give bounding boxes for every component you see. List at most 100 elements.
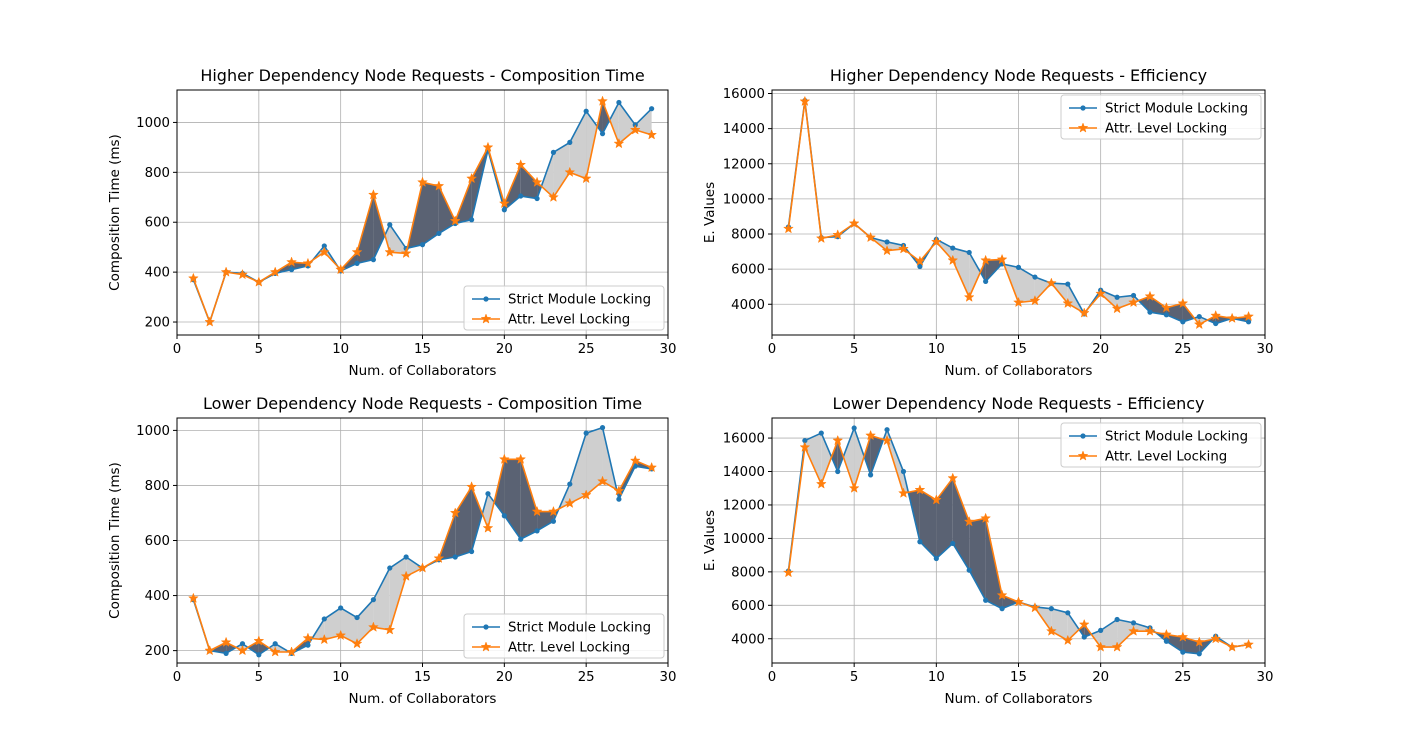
fill-region-strict-higher (406, 557, 423, 577)
data-point-star (996, 253, 1008, 265)
data-point-star (531, 176, 543, 187)
data-point (835, 468, 841, 475)
legend-marker-star (1077, 450, 1089, 461)
data-point (452, 554, 458, 560)
data-point-star (580, 172, 592, 184)
data-point (419, 242, 426, 248)
x-tick-label: 20 (1092, 670, 1109, 685)
data-point (256, 652, 262, 658)
fill-region-strict-higher (1133, 622, 1150, 632)
data-point (900, 468, 907, 475)
data-point-star (629, 454, 641, 466)
data-point-star (400, 570, 412, 581)
data-point (370, 257, 376, 263)
data-point (933, 555, 939, 562)
data-point (223, 650, 229, 656)
data-point-star (237, 644, 248, 656)
data-point-star (898, 487, 909, 498)
x-tick-label: 15 (1010, 670, 1027, 685)
data-point (354, 614, 360, 621)
data-point-star (914, 255, 926, 266)
data-point (288, 267, 295, 273)
data-point (501, 513, 507, 519)
x-tick-label: 10 (332, 342, 349, 357)
data-point (534, 195, 540, 202)
data-point-star (400, 247, 412, 259)
data-point (802, 437, 808, 444)
y-tick-label: 800 (145, 479, 170, 494)
x-axis-label: Num. of Collaborators (349, 691, 497, 707)
legend-label: Attr. Level Locking (1105, 450, 1227, 465)
data-point-star (548, 191, 559, 202)
data-point-star (384, 624, 396, 635)
x-tick-label: 5 (255, 342, 263, 357)
x-tick-label: 15 (414, 342, 431, 357)
data-point (469, 217, 475, 223)
y-tick-label: 200 (145, 316, 170, 331)
data-point-star (930, 236, 942, 247)
data-point-star (253, 276, 265, 287)
y-axis-label: Composition Time (ms) (107, 134, 123, 291)
data-point-star (782, 223, 794, 234)
data-point-star (980, 512, 992, 523)
data-point-star (1226, 312, 1238, 323)
data-point (1163, 638, 1169, 644)
data-point-star (848, 482, 860, 493)
data-point-star (564, 497, 576, 508)
data-point (1180, 649, 1186, 655)
fill-region-attr-higher (438, 186, 456, 234)
data-point (338, 605, 344, 611)
y-tick-label: 12000 (723, 498, 765, 513)
fill-region-attr-higher (1149, 296, 1167, 315)
data-point (501, 207, 507, 213)
data-point-star (302, 257, 314, 269)
data-point (567, 481, 573, 487)
subplot-lower-composition: 0 5 10 15 20 25 30 200 400 600 800 1000 Lower Depend… (107, 394, 676, 707)
data-point-star (286, 646, 297, 657)
data-point-star (597, 475, 608, 486)
data-point-star (1013, 596, 1024, 607)
data-point-star (963, 291, 975, 302)
data-point-star (799, 441, 811, 452)
data-point-star (629, 124, 641, 135)
data-point-star (646, 461, 658, 473)
fill-region-attr-higher (520, 459, 538, 540)
fill-region-attr-higher (471, 486, 483, 552)
fill-region-attr-higher (1166, 303, 1183, 322)
chart-title: Higher Dependency Node Requests - Compos… (200, 66, 644, 85)
data-point-star (237, 268, 248, 280)
data-point-star (318, 246, 330, 257)
data-point-star (351, 246, 363, 257)
y-tick-label: 200 (145, 644, 170, 659)
data-point (1130, 292, 1137, 299)
data-point (567, 139, 573, 145)
data-point-star (597, 95, 608, 106)
data-point (387, 565, 393, 571)
data-point (616, 496, 622, 502)
data-point (1032, 274, 1038, 280)
fill-region-strict-higher (609, 102, 619, 144)
fill-region-attr-higher (837, 440, 844, 472)
subplot-higher-composition: 0 5 10 15 20 25 30 200 400 600 800 1000 Higher Depen… (107, 66, 676, 379)
data-point (354, 260, 360, 266)
y-tick-label: 400 (145, 266, 170, 281)
data-point-star (1029, 295, 1041, 306)
data-point-star (269, 646, 281, 657)
data-point (616, 99, 622, 106)
data-point (1213, 320, 1219, 327)
data-point-star (302, 632, 314, 643)
data-point (1180, 319, 1186, 325)
legend-marker (483, 296, 489, 302)
data-point (403, 554, 409, 560)
x-tick-label: 25 (1174, 342, 1191, 357)
data-point-star (515, 453, 527, 464)
data-point-star (1062, 634, 1074, 646)
data-point (550, 518, 557, 524)
legend-box (463, 285, 665, 331)
data-point-star (1111, 302, 1123, 314)
data-point (518, 193, 524, 199)
data-point (966, 567, 972, 573)
x-tick-label: 10 (928, 342, 945, 357)
data-point-star (1078, 307, 1090, 318)
fill-region-attr-higher (1002, 595, 1019, 609)
